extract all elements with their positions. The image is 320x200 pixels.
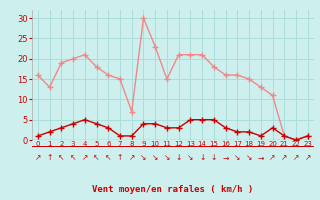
Text: ↘: ↘ (187, 154, 194, 162)
Text: ↗: ↗ (305, 154, 311, 162)
Text: ↖: ↖ (58, 154, 65, 162)
Text: ↗: ↗ (293, 154, 299, 162)
Text: ↑: ↑ (46, 154, 53, 162)
Text: ↘: ↘ (246, 154, 252, 162)
Text: ↘: ↘ (234, 154, 241, 162)
Text: ↖: ↖ (93, 154, 100, 162)
Text: →: → (258, 154, 264, 162)
Text: ↗: ↗ (82, 154, 88, 162)
Text: ↘: ↘ (164, 154, 170, 162)
Text: ↗: ↗ (35, 154, 41, 162)
Text: ↖: ↖ (105, 154, 111, 162)
Text: ↘: ↘ (152, 154, 158, 162)
Text: ↗: ↗ (129, 154, 135, 162)
Text: ↘: ↘ (140, 154, 147, 162)
Text: ↑: ↑ (117, 154, 123, 162)
Text: →: → (222, 154, 229, 162)
Text: ↗: ↗ (281, 154, 287, 162)
Text: Vent moyen/en rafales ( km/h ): Vent moyen/en rafales ( km/h ) (92, 186, 253, 194)
Text: ↗: ↗ (269, 154, 276, 162)
Text: ↓: ↓ (211, 154, 217, 162)
Text: ↖: ↖ (70, 154, 76, 162)
Text: ↓: ↓ (199, 154, 205, 162)
Text: ↓: ↓ (175, 154, 182, 162)
